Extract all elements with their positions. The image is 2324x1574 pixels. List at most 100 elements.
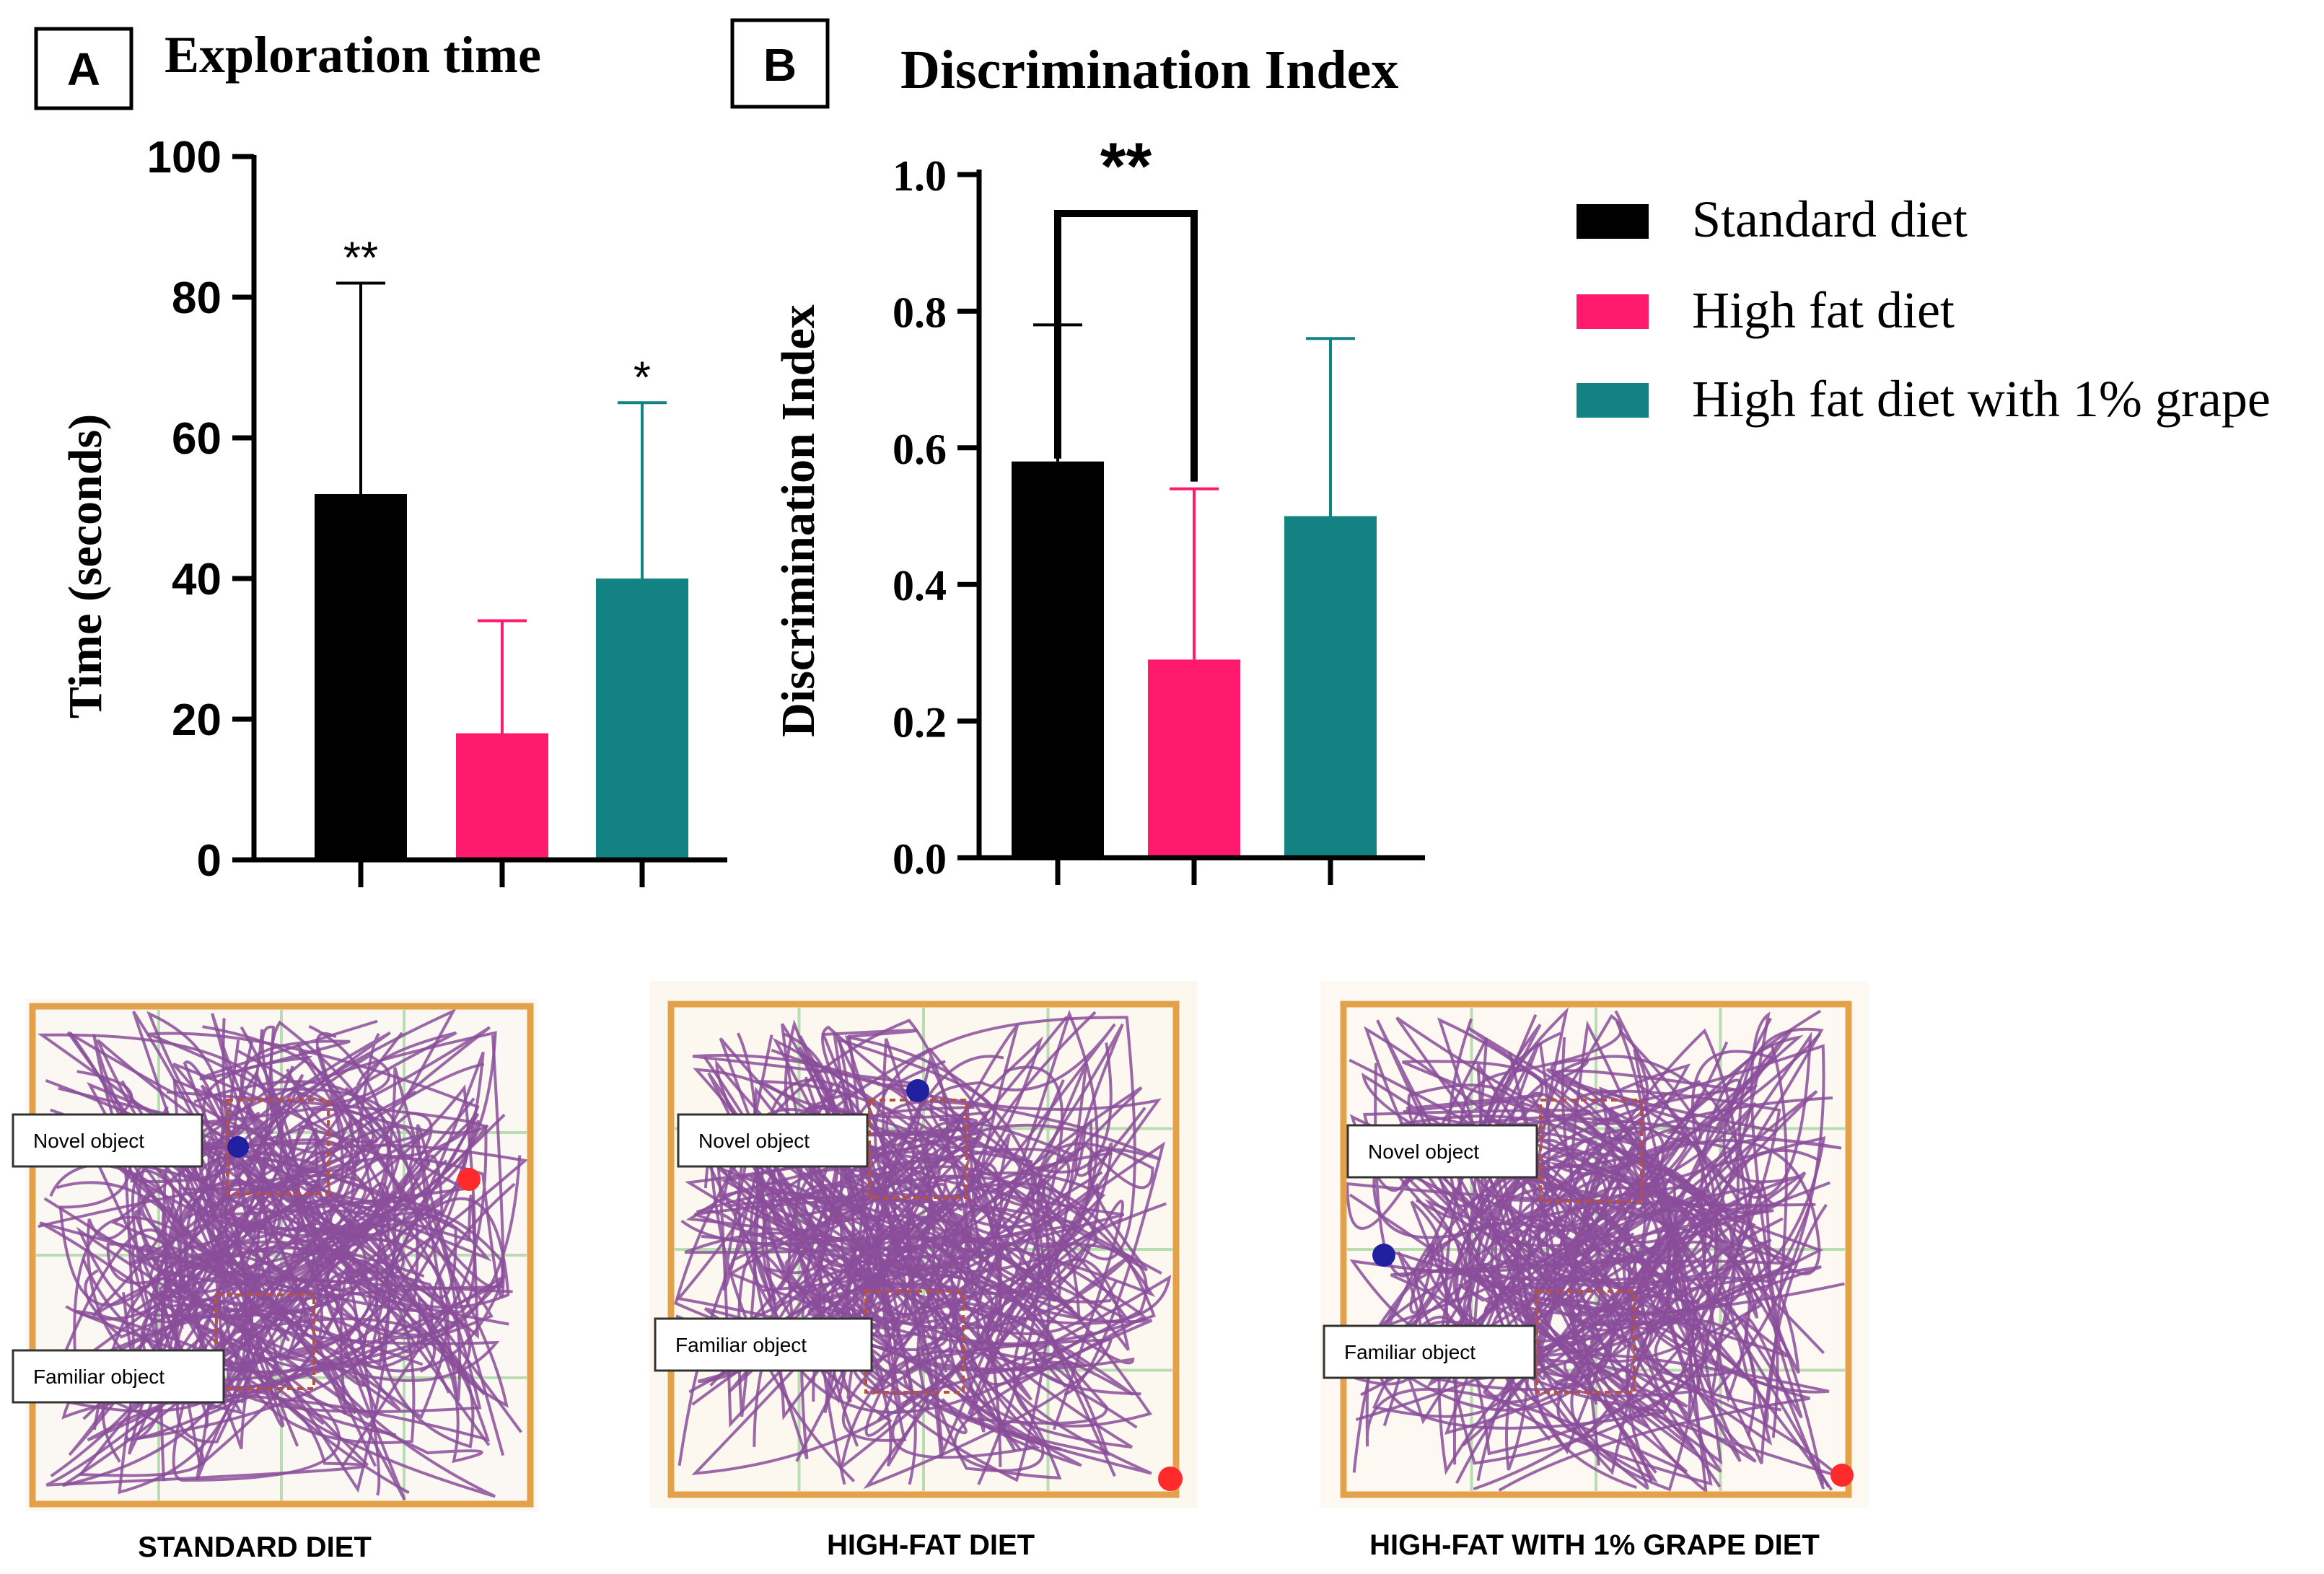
track-3-familiar-zone [1535,1290,1636,1394]
panel-a-label-box [34,27,133,110]
track-path-segment [148,1018,470,1410]
legend-swatch-grape [1577,383,1649,418]
track-3-familiar-label: Familiar object [1344,1341,1475,1363]
track-path-segment [236,1032,475,1448]
track-3-novel-label: Novel object [1368,1140,1479,1163]
legend-label-high-fat: High fat diet [1692,281,1955,339]
track-path-segment [813,1087,1002,1344]
track-1-end-dot [227,1136,249,1158]
track-path-segment [45,1026,448,1487]
track-path-segment [807,1106,1161,1414]
track-path-segment [1349,1020,1672,1391]
track-1-caption: STANDARD DIET [138,1531,372,1563]
track-path-segment [180,1020,522,1501]
chart-a-x-ticks [358,860,645,887]
track-3-familiar-label-box [1323,1324,1536,1379]
tracking-images: Novel object Familiar object STANDARD DI… [12,981,1869,1563]
panel-b-label-box [730,18,830,109]
track-path-segment [1561,1011,1784,1492]
track-1-start-dot [457,1168,481,1191]
track-path-segment [1543,1010,1812,1302]
significance-marker: * [633,353,651,403]
track-2-start-dot [1158,1467,1183,1491]
track-standard-diet: Novel object Familiar object STANDARD DI… [12,999,538,1563]
track-path-segment [841,1141,1166,1442]
y-tick-label: 0.8 [893,289,947,336]
panel-a-label: A [67,43,100,95]
significance-marker: ** [343,234,378,283]
track-1-arena-border [29,1003,534,1508]
y-tick-label: 0 [197,836,222,886]
track-path-segment [1473,1136,1830,1429]
chart-a-significance: *** [343,234,651,403]
track-path-segment [1492,1027,1824,1466]
y-tick-label: 0.0 [893,835,947,883]
track-3-novel-zone [1539,1099,1643,1203]
track-path-segment [43,1079,483,1464]
track-3-caption: HIGH-FAT WITH 1% GRAPE DIET [1369,1529,1820,1561]
y-tick-label: 80 [172,273,222,323]
chart-b-bars [1012,461,1377,858]
chart-b-y-ticks: 0.0 0.2 0.4 0.6 0.8 1.0 [893,152,979,883]
track-1-novel-label: Novel object [33,1130,144,1152]
track-high-fat-diet: Novel object Familiar object HIGH-FAT DI… [649,981,1198,1561]
track-path-segment [908,1056,1075,1472]
track-path-segment [727,1132,1148,1375]
track-1-path [37,1008,529,1501]
bracket-line [1054,210,1198,482]
y-tick-label: 100 [147,133,222,183]
track-path-segment [1444,1007,1830,1465]
track-path-segment [58,1032,341,1482]
chart-a-y-ticks: 0 20 40 60 80 100 [147,133,254,886]
track-path-segment [716,1166,1134,1410]
panel-b: B Discrimination Index Discrimination In… [730,18,1425,885]
bar [596,579,688,860]
track-1-familiar-label: Familiar object [33,1366,165,1388]
legend-swatch-high-fat [1577,294,1649,329]
track-path-segment [209,1031,470,1316]
track-2-novel-zone [868,1099,968,1199]
track-3-arena-border [1340,1001,1852,1498]
y-tick-label: 60 [172,414,222,464]
track-path-segment [753,1046,1135,1422]
bar [315,494,407,860]
legend-swatch-standard [1577,204,1649,239]
track-path-segment [37,1130,450,1420]
track-path-segment [80,1054,391,1429]
chart-b-significance-bracket: ** [1054,130,1198,482]
bar [1284,516,1377,858]
bar [1148,659,1240,858]
track-path-segment [821,1016,1136,1401]
track-1-novel-label-box [12,1113,203,1168]
legend-label-standard: Standard diet [1692,190,1968,248]
y-tick-label: 1.0 [893,152,947,200]
legend-label-grape: High fat diet with 1% grape [1692,370,2271,428]
track-2-familiar-label-box [654,1317,873,1372]
track-3-end-dot [1372,1244,1395,1267]
y-tick-label: 0.4 [893,562,947,610]
track-path-segment [87,1081,397,1356]
track-2-arena-border [667,1001,1180,1498]
track-3-novel-label-box [1346,1124,1538,1179]
track-path-segment [749,1150,1156,1460]
track-path-segment [870,1094,1146,1395]
track-2-novel-label-box [677,1113,869,1168]
track-1-novel-zone [226,1099,330,1195]
chart-a-title: Exploration time [165,26,541,84]
track-2-end-dot [906,1079,929,1102]
y-tick-label: 40 [172,555,222,604]
track-3-start-dot [1830,1464,1854,1487]
track-path-segment [1512,1079,1779,1438]
panel-b-label: B [763,39,797,91]
chart-a-error-bars [336,281,667,734]
legend: Standard diet High fat diet High fat die… [1577,190,2271,428]
track-path-segment [1377,1139,1749,1435]
track-path-segment [1360,1028,1794,1463]
track-1-familiar-zone [215,1293,315,1390]
track-high-fat-grape-diet: Novel object Familiar object HIGH-FAT WI… [1320,981,1869,1561]
track-2-caption: HIGH-FAT DIET [827,1529,1035,1561]
y-tick-label: 0.6 [893,426,947,473]
panel-a: A Exploration time Time (seconds) 0 20 40 6… [34,26,727,887]
y-tick-label: 20 [172,695,222,745]
